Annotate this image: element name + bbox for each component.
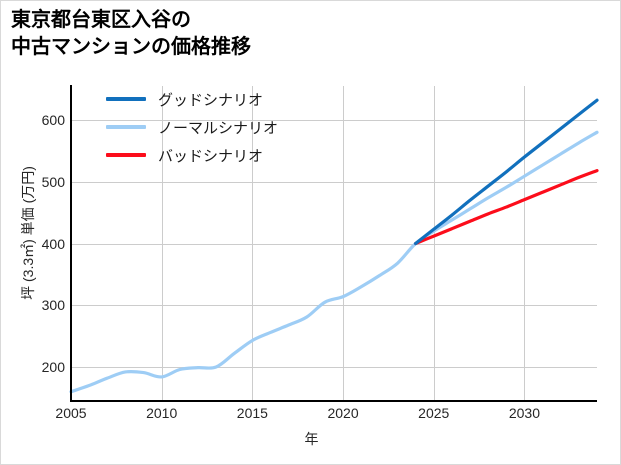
x-tick-label: 2005 bbox=[55, 405, 87, 421]
y-tick-label: 500 bbox=[41, 173, 65, 190]
x-tick-label: 2010 bbox=[146, 405, 178, 421]
series-lines bbox=[69, 98, 599, 394]
legend-swatch-icon bbox=[106, 125, 146, 129]
plot-area bbox=[69, 86, 599, 401]
gridline-y bbox=[71, 367, 597, 369]
x-axis-title: 年 bbox=[304, 431, 319, 447]
x-tick-label: 2025 bbox=[418, 405, 450, 421]
gridline-y bbox=[71, 181, 597, 183]
y-tick-label: 400 bbox=[41, 235, 65, 252]
x-axis-line bbox=[70, 400, 597, 402]
gridline-x bbox=[433, 86, 435, 401]
series-line bbox=[414, 98, 599, 246]
x-tick-label: 2020 bbox=[327, 405, 359, 421]
gridline-x bbox=[161, 86, 163, 401]
legend-item[interactable]: ノーマルシナリオ bbox=[106, 119, 279, 137]
y-tick-label: 200 bbox=[41, 359, 65, 376]
page-title: 東京都台東区入谷の 中古マンションの価格推移 bbox=[11, 9, 251, 58]
gridline-y bbox=[71, 119, 597, 121]
legend-item[interactable]: バッドシナリオ bbox=[106, 147, 278, 165]
gridline-x bbox=[343, 86, 345, 401]
y-axis-title: 坪 (3.3㎡) 単価 (万円) bbox=[20, 166, 36, 300]
legend-swatch-icon bbox=[106, 153, 146, 157]
series-line bbox=[414, 169, 599, 246]
legend-item-label: バッドシナリオ bbox=[158, 147, 264, 165]
chart-legend: グッドシナリオ ノーマルシナリオ バッドシナリオ bbox=[106, 91, 279, 165]
x-tick-label: 2030 bbox=[508, 405, 541, 421]
y-axis-line bbox=[70, 85, 72, 402]
legend-swatch-icon bbox=[106, 97, 146, 101]
gridline-y bbox=[71, 243, 597, 245]
gridline-y bbox=[71, 305, 597, 307]
gridline-x bbox=[524, 86, 526, 401]
legend-item-label: ノーマルシナリオ bbox=[158, 119, 279, 137]
x-tick-label: 2015 bbox=[236, 405, 268, 421]
legend-item-label: グッドシナリオ bbox=[158, 91, 264, 109]
gridline-x bbox=[252, 86, 254, 401]
y-tick-label: 300 bbox=[41, 297, 65, 314]
y-axis-tick-labels: 200 300 400 500 600 bbox=[1, 1, 65, 464]
y-tick-label: 600 bbox=[41, 111, 65, 128]
series-line bbox=[69, 130, 599, 394]
legend-item[interactable]: グッドシナリオ bbox=[106, 91, 278, 109]
